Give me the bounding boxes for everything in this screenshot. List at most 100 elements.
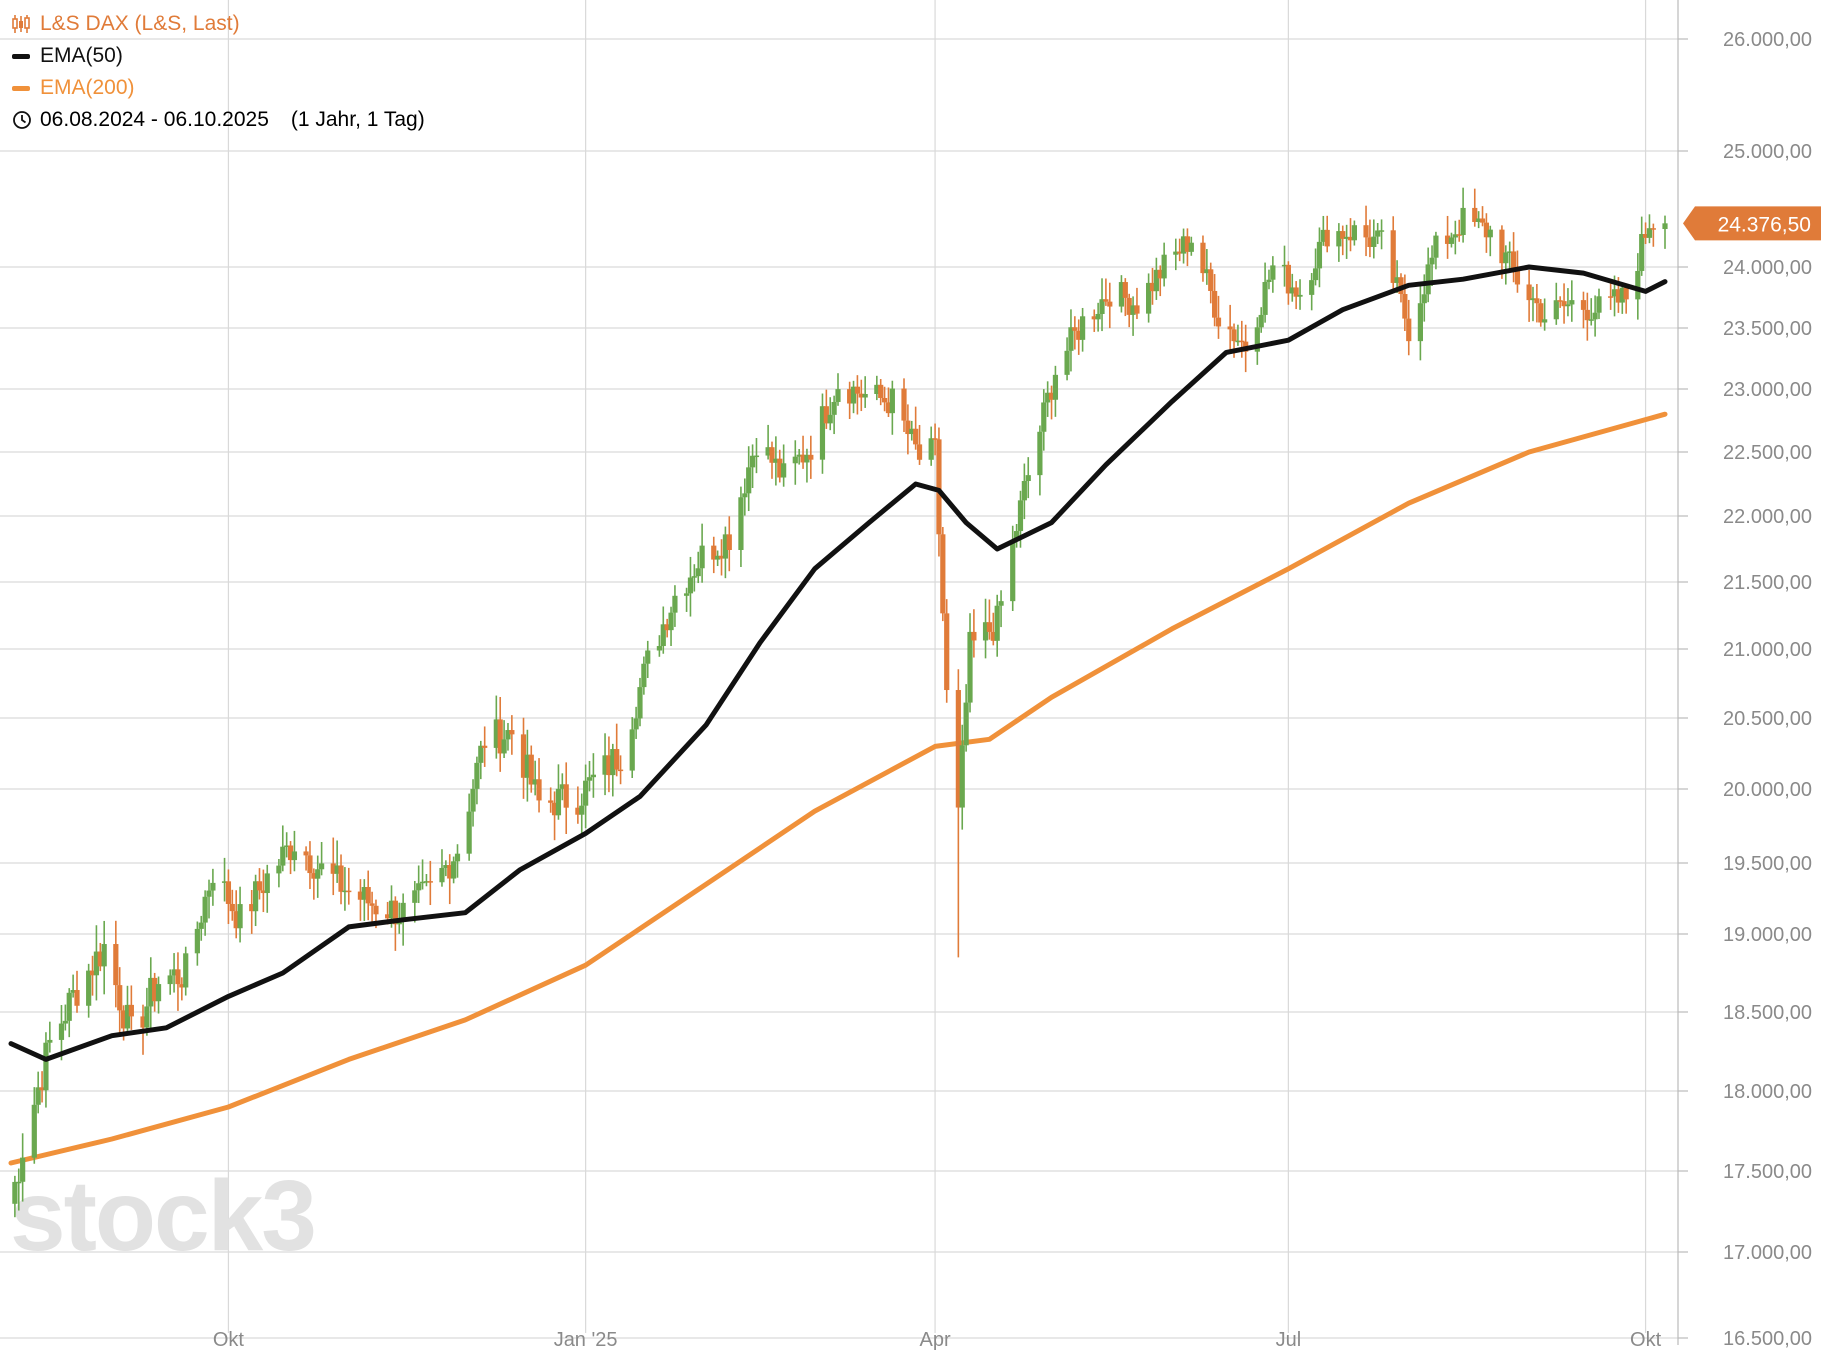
candle-body [1615, 289, 1622, 303]
candle-body [1204, 269, 1210, 274]
candle-body [474, 762, 480, 789]
candle-body [120, 1010, 127, 1029]
candle-body [602, 755, 608, 775]
candle-body [575, 807, 581, 815]
candlestick-icon [12, 14, 40, 34]
candle-body [319, 863, 325, 870]
candle-body [916, 444, 923, 460]
candle-body [1095, 313, 1101, 320]
candle-body [819, 406, 826, 460]
candle-body [280, 846, 286, 866]
legend-period-label: (1 Jahr, 1 Tag) [290, 108, 425, 131]
candle-body [695, 568, 701, 577]
candle-body [1514, 268, 1521, 285]
candle-body [1258, 314, 1264, 328]
candle-body [1452, 234, 1458, 238]
candle-body [742, 493, 748, 498]
candle-body [1045, 392, 1051, 403]
candle-body [1448, 237, 1455, 244]
candle-body [1146, 282, 1152, 314]
candle-body [70, 990, 76, 993]
candle-body [1312, 268, 1319, 281]
candle-body [1161, 254, 1167, 279]
candle-body [35, 1087, 41, 1105]
candle-body [1542, 319, 1548, 323]
candle-body [1347, 236, 1354, 241]
candle-body [117, 985, 123, 1011]
candle-body [1344, 236, 1350, 239]
y-tick-label: 17.500,00 [1723, 1161, 1812, 1183]
candle-body [1212, 290, 1218, 318]
candle-body [253, 881, 259, 912]
candle-body [416, 883, 422, 891]
candle-body [1103, 299, 1109, 302]
candle-body [1367, 237, 1373, 247]
legend-instrument[interactable]: L&S DAX (L&S, Last) [12, 8, 425, 40]
candle-body [1324, 229, 1330, 247]
candle-body [909, 428, 915, 435]
candle-body [1134, 305, 1140, 314]
y-tick-label: 18.500,00 [1723, 1002, 1812, 1024]
candle-body [1433, 235, 1439, 258]
candle-body [175, 969, 181, 985]
candle-body [831, 401, 837, 415]
candle-body [47, 1039, 53, 1043]
candle-body [16, 1181, 22, 1184]
candle-body [683, 593, 690, 596]
candle-body [1281, 264, 1288, 267]
candle-body [963, 702, 969, 746]
x-tick-label: Jan '25 [554, 1329, 618, 1351]
candle-body [346, 890, 352, 893]
candle-body [357, 891, 364, 900]
candle-body [606, 755, 612, 776]
candle-body [497, 719, 503, 754]
candle-body [528, 754, 534, 785]
candle-body [303, 851, 309, 856]
candle-body [1460, 207, 1466, 236]
candle-body [1456, 234, 1462, 236]
candle-body [1650, 228, 1656, 230]
candle-body [509, 730, 515, 735]
candle-body [1037, 431, 1043, 476]
candle-body [1157, 269, 1163, 279]
candle-body [179, 984, 185, 988]
stock3-watermark: stock3 [10, 1160, 315, 1272]
candle-body [419, 881, 426, 884]
candle-body [20, 1157, 26, 1182]
candle-body [1510, 251, 1517, 269]
chart-legend: L&S DAX (L&S, Last) EMA(50) EMA(200) 06.… [12, 8, 425, 136]
candle-body [361, 887, 367, 900]
candle-body [1611, 289, 1618, 297]
candle-body [74, 990, 80, 1006]
candle-body [1608, 296, 1614, 298]
candle-body [144, 1006, 150, 1028]
candle-body [155, 984, 162, 1002]
candle-body [1584, 309, 1590, 321]
x-axis: Okt Jan '25 Apr Jul Okt [213, 1329, 1662, 1351]
y-tick-label: 20.500,00 [1723, 708, 1812, 730]
candle-body [940, 534, 946, 614]
candle-body [1588, 319, 1594, 321]
candle-body [229, 903, 235, 912]
candle-body [1499, 229, 1505, 264]
candle-body [1429, 257, 1435, 265]
x-tick-label: Apr [920, 1329, 951, 1351]
legend-date-range: 06.08.2024 - 06.10.2025 [40, 108, 269, 131]
legend-ema50-label: EMA(50) [40, 44, 123, 67]
candle-body [1235, 340, 1241, 343]
ema200-line [8, 411, 1668, 1166]
candle-body [1184, 236, 1191, 252]
legend-ema50[interactable]: EMA(50) [12, 40, 425, 72]
candle-body [1285, 264, 1291, 294]
candle-body [1320, 229, 1326, 242]
candle-body [338, 865, 344, 892]
candle-body [315, 869, 321, 879]
candle-body [392, 900, 398, 925]
y-tick-label: 21.500,00 [1723, 572, 1812, 594]
candle-body [1200, 242, 1206, 274]
candle-body [287, 845, 294, 861]
candle-body [342, 890, 348, 893]
legend-ema200[interactable]: EMA(200) [12, 72, 425, 104]
y-tick-label: 23.000,00 [1723, 379, 1812, 401]
